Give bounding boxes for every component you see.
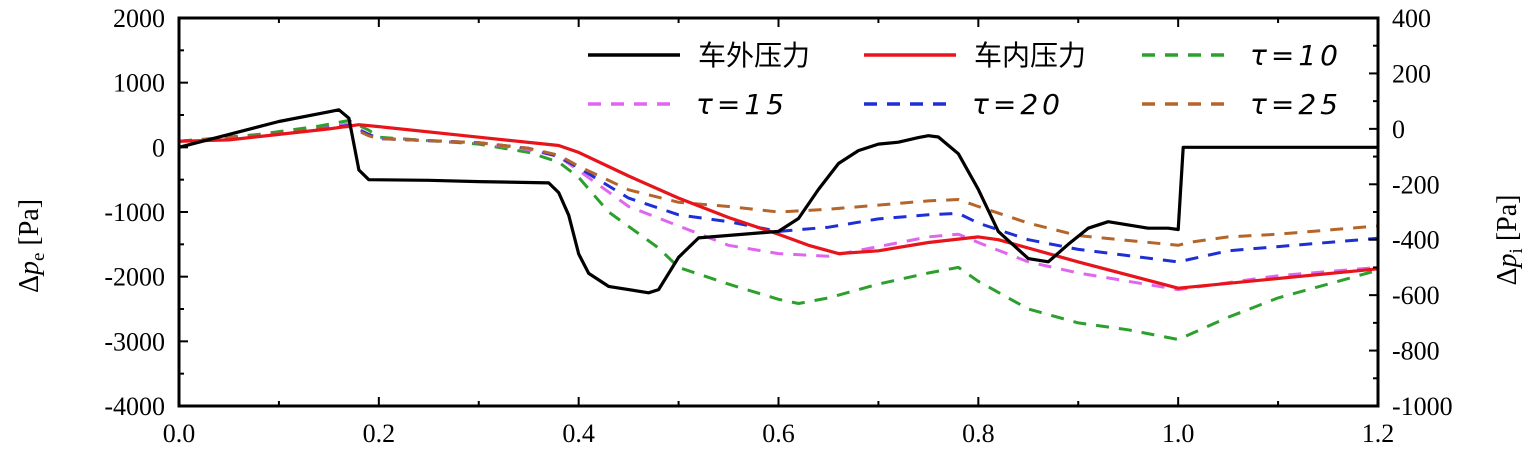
y-left-tick-label: -2000 — [104, 263, 165, 292]
legend-label-5: τ=25 — [1250, 88, 1342, 121]
x-tick-label: 0.6 — [762, 419, 795, 448]
x-tick-label: 0.8 — [962, 419, 995, 448]
left-y-axis-title: Δpe [Pa] — [14, 199, 49, 293]
y-left-tick-label: -3000 — [104, 327, 165, 356]
y-left-tick-label: -1000 — [104, 198, 165, 227]
x-tick-label: 0.4 — [562, 419, 595, 448]
legend-label-0: 车外压力 — [698, 39, 810, 72]
left-y-axis: 2000 1000 0 -1000 -2000 -3000 -4000 — [104, 4, 188, 421]
legend-label-2: τ=10 — [1250, 39, 1342, 72]
series-line-5 — [178, 125, 1379, 247]
right-y-axis-title: Δpi [Pa] — [1492, 195, 1527, 286]
legend-label-3: τ=15 — [696, 88, 788, 121]
y-right-tick-label: -400 — [1392, 226, 1440, 255]
y-left-tick-label: 1000 — [113, 69, 165, 98]
x-axis: 0.0 0.2 0.4 0.6 0.8 1.0 1.2 — [163, 18, 1395, 448]
x-tick-label: 0.0 — [163, 419, 196, 448]
series-layer — [178, 108, 1379, 341]
plot-frame — [177, 16, 1380, 408]
y-left-tick-label: 2000 — [113, 4, 165, 33]
x-tick-label: 1.2 — [1362, 419, 1395, 448]
x-tick-label: 1.0 — [1162, 419, 1195, 448]
series-line-2 — [178, 119, 1379, 341]
y-right-tick-label: -1000 — [1392, 392, 1453, 421]
y-right-tick-label: -800 — [1392, 337, 1440, 366]
y-left-tick-label: 0 — [152, 133, 165, 162]
x-tick-label: 0.2 — [363, 419, 396, 448]
y-left-tick-label: -4000 — [104, 392, 165, 421]
legend-label-4: τ=20 — [972, 88, 1064, 121]
y-right-tick-label: -600 — [1392, 281, 1440, 310]
y-right-tick-label: 400 — [1392, 4, 1431, 33]
y-right-tick-label: 0 — [1392, 115, 1405, 144]
right-y-axis: 400 200 0 -200 -400 -600 -800 -1000 — [1369, 4, 1453, 421]
y-right-tick-label: -200 — [1392, 170, 1440, 199]
series-line-0 — [178, 108, 1378, 295]
legend: 车外压力 车内压力 τ=10 τ=15 τ=20 τ=25 — [588, 39, 1342, 121]
legend-label-1: 车内压力 — [974, 39, 1086, 72]
y-right-tick-label: 200 — [1392, 59, 1431, 88]
series-line-1 — [178, 123, 1379, 290]
